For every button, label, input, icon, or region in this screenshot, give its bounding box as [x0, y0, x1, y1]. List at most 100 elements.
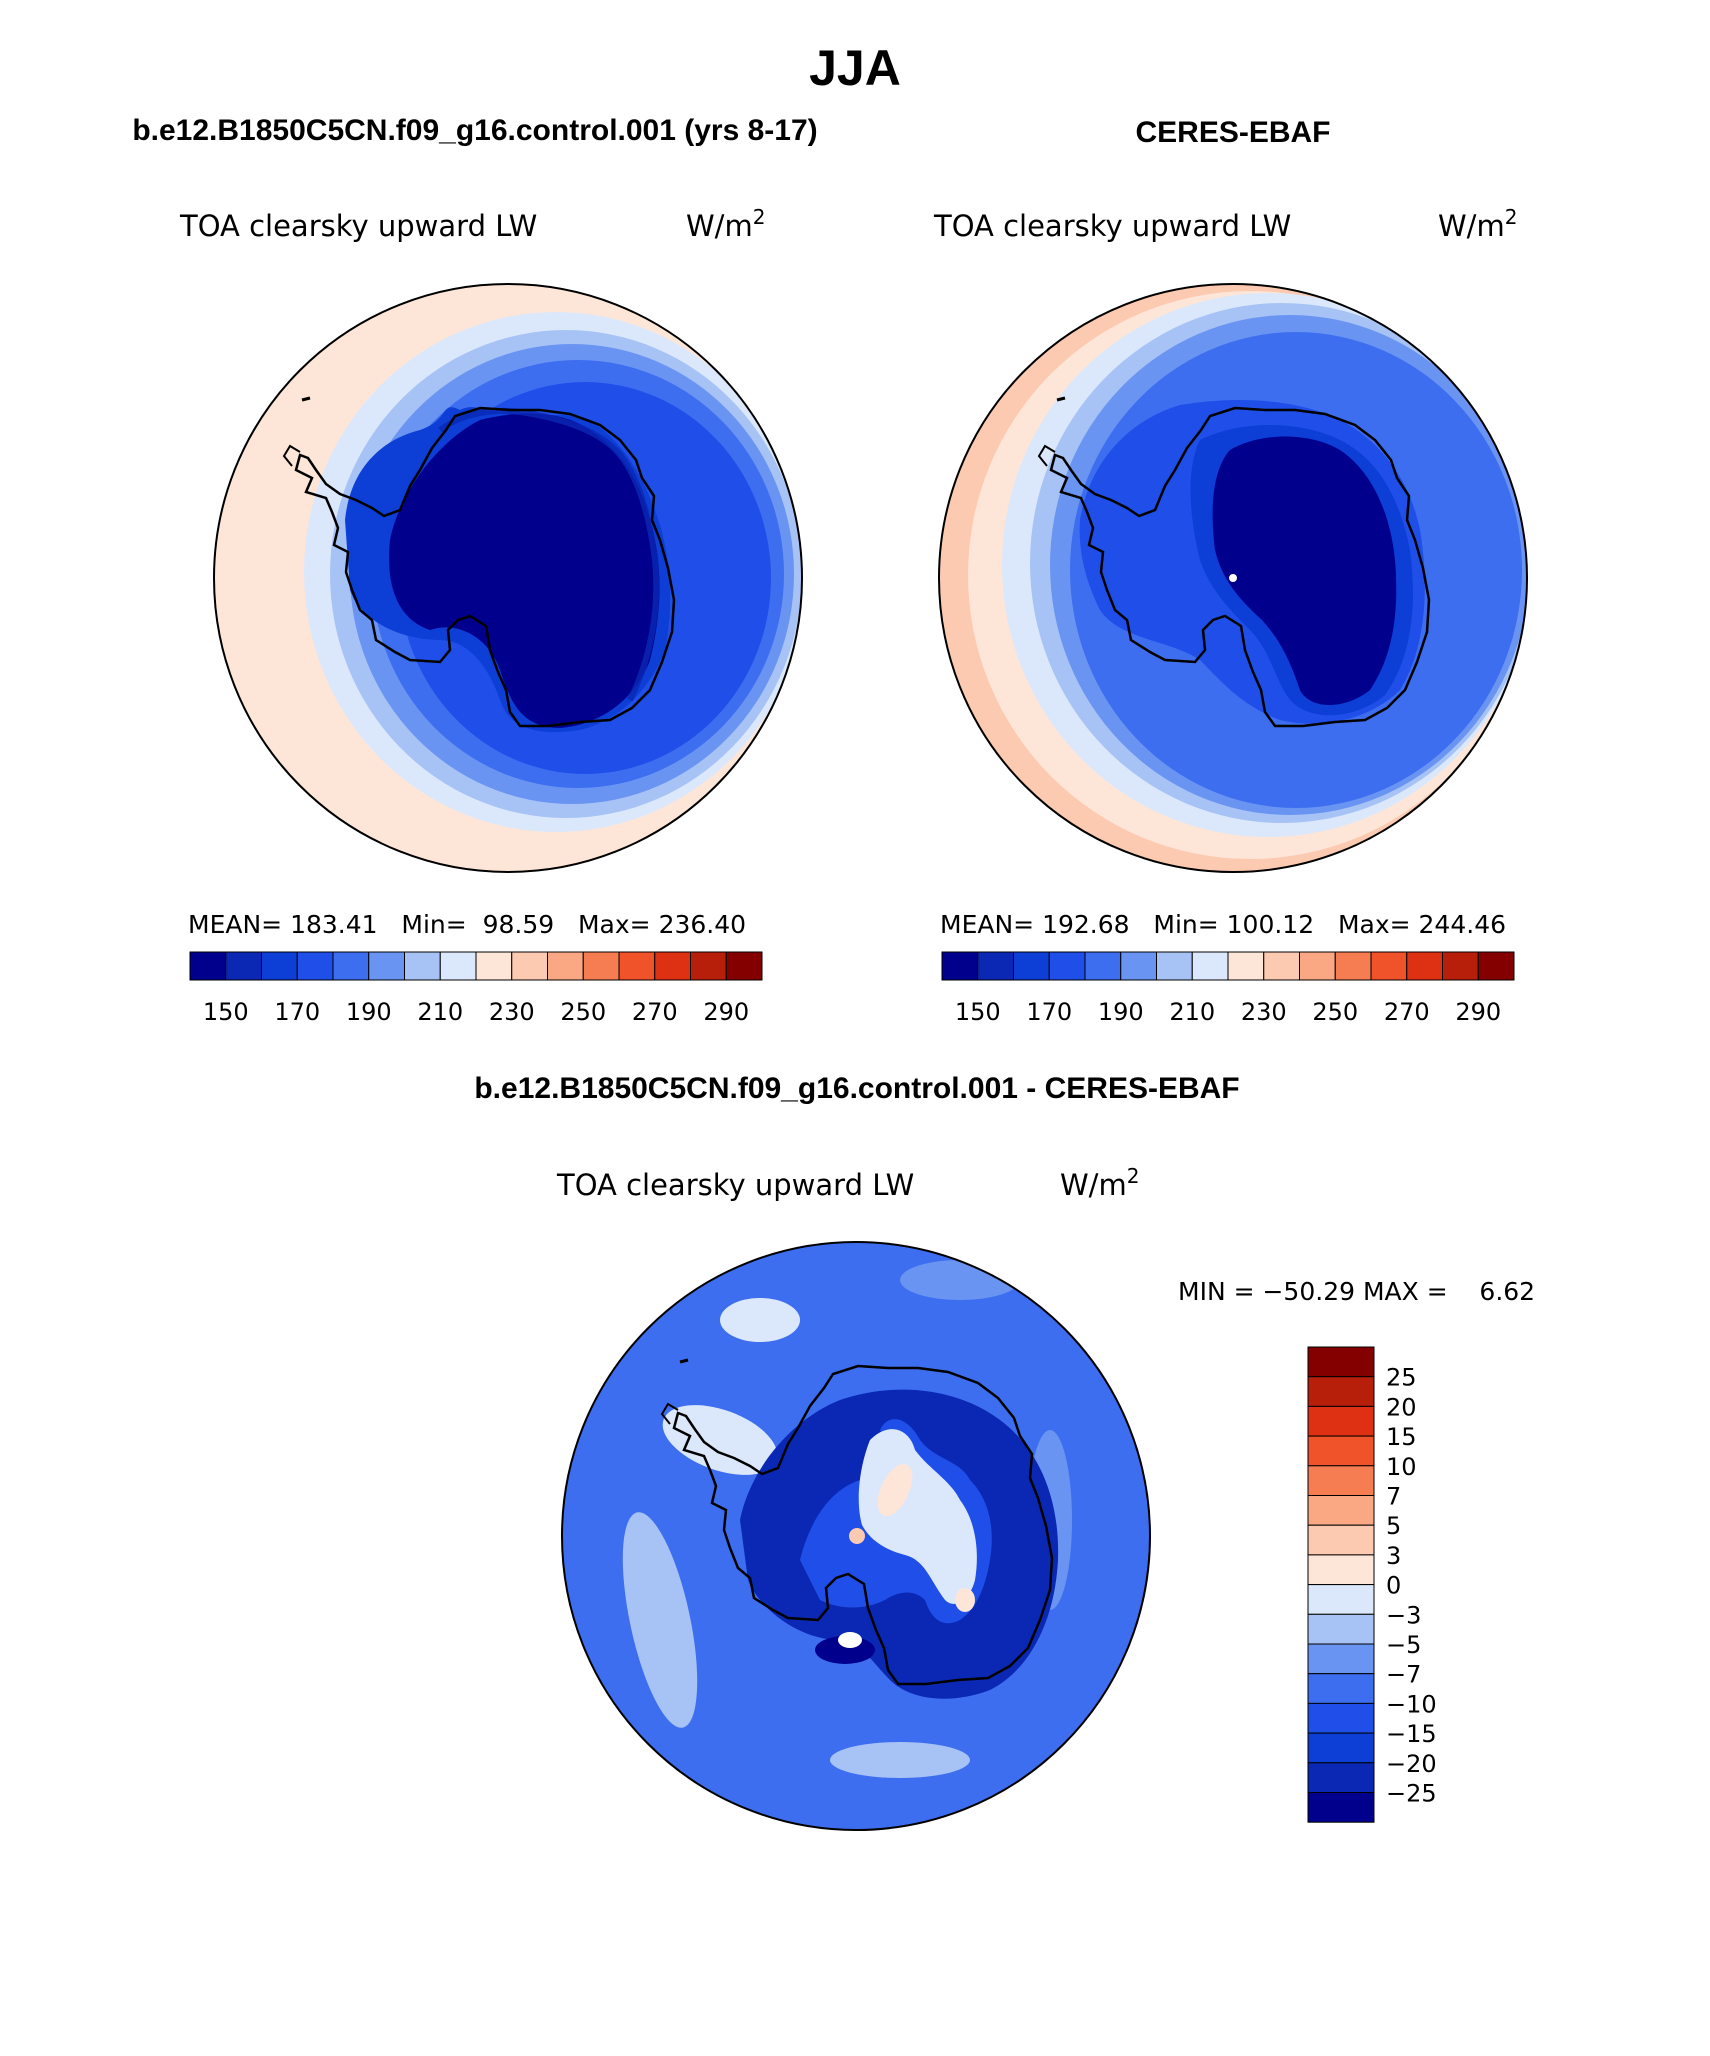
model-case-title: b.e12.B1850C5CN.f09_g16.control.001 (yrs… [132, 114, 817, 147]
model-colorbar-box-12 [618, 951, 656, 981]
diff-colorbar-tick-label: 10 [1386, 1453, 1417, 1481]
model-colorbar-tick-label: 210 [417, 998, 463, 1026]
model-colorbar-tick-label: 270 [632, 998, 678, 1026]
model-colorbar: 150 170 190 210 230 250 270 290 [189, 951, 763, 1026]
model-colorbar-box-3 [296, 951, 334, 981]
diff-colorbar-tick-label: 15 [1386, 1423, 1417, 1451]
obs-colorbar-box-4 [1084, 951, 1122, 981]
obs-colorbar-box-15 [1477, 951, 1515, 981]
obs-map-boundary [938, 283, 1528, 873]
diff-colorbar-box-1 [1307, 1376, 1375, 1407]
diff-colorbar-box-3 [1307, 1435, 1375, 1467]
obs-colorbar-box-6 [1156, 951, 1193, 981]
diff-colorbar-tick-label: 25 [1386, 1364, 1417, 1392]
diff-colorbar-box-5 [1307, 1495, 1375, 1526]
obs-colorbar-box-7 [1191, 951, 1229, 981]
model-colorbar-box-7 [439, 951, 477, 981]
obs-colorbar-tick-label: 270 [1384, 998, 1430, 1026]
diff-map-boundary [561, 1241, 1151, 1831]
obs-stats: MEAN= 192.68 Min= 100.12 Max= 244.46 [940, 910, 1506, 939]
obs-colorbar-tick-label: 150 [955, 998, 1001, 1026]
diff-colorbar-box-14 [1307, 1762, 1375, 1794]
model-colorbar-tick-label: 150 [203, 998, 249, 1026]
diff-colorbar-tick-label: −25 [1386, 1780, 1437, 1808]
diff-stats: MIN = −50.29 MAX = 6.62 [1178, 1277, 1535, 1306]
model-colorbar-tick-label: 190 [346, 998, 392, 1026]
model-colorbar-box-14 [690, 951, 727, 981]
obs-colorbar-tick-label: 190 [1098, 998, 1144, 1026]
obs-colorbar-tick-label: 290 [1455, 998, 1501, 1026]
diff-colorbar-box-8 [1307, 1584, 1375, 1615]
diff-units-label: W/m2 [1060, 1164, 1139, 1202]
model-colorbar-box-9 [511, 951, 548, 981]
obs-colorbar-box-14 [1442, 951, 1479, 981]
obs-colorbar-tick-label: 170 [1026, 998, 1072, 1026]
model-colorbar-box-15 [725, 951, 763, 981]
diff-colorbar-box-7 [1307, 1554, 1375, 1586]
diff-colorbar-tick-label: −7 [1386, 1661, 1421, 1689]
model-map [214, 284, 802, 872]
model-colorbar-box-6 [404, 951, 441, 981]
obs-colorbar: 150 170 190 210 230 250 270 290 [941, 951, 1515, 1026]
diff-colorbar-tick-label: 20 [1386, 1393, 1417, 1421]
diff-colorbar-box-15 [1307, 1792, 1375, 1823]
obs-colorbar-box-10 [1299, 951, 1336, 981]
obs-colorbar-tick-label: 210 [1169, 998, 1215, 1026]
model-stats: MEAN= 183.41 Min= 98.59 Max= 236.40 [188, 910, 746, 939]
diff-colorbar-box-0 [1307, 1346, 1375, 1378]
diff-colorbar-box-4 [1307, 1465, 1375, 1497]
obs-colorbar-box-8 [1227, 951, 1265, 981]
obs-map [939, 284, 1527, 872]
obs-colorbar-tick-label: 230 [1241, 998, 1287, 1026]
model-colorbar-tick-label: 250 [560, 998, 606, 1026]
diff-colorbar-box-12 [1307, 1702, 1375, 1734]
diff-colorbar-box-13 [1307, 1732, 1375, 1764]
diff-colorbar-tick-label: 3 [1386, 1542, 1401, 1570]
diff-colorbar-box-11 [1307, 1673, 1375, 1704]
diff-colorbar-tick-label: 5 [1386, 1512, 1401, 1540]
model-colorbar-box-0 [189, 951, 227, 981]
obs-colorbar-box-0 [941, 951, 979, 981]
obs-variable-label: TOA clearsky upward LW [933, 209, 1291, 243]
diff-colorbar-tick-label: 0 [1386, 1572, 1401, 1600]
obs-colorbar-box-2 [1013, 951, 1050, 981]
model-colorbar-box-13 [654, 951, 691, 981]
obs-colorbar-box-13 [1406, 951, 1443, 981]
diff-variable-label: TOA clearsky upward LW [556, 1168, 914, 1202]
model-colorbar-box-5 [368, 951, 405, 981]
model-colorbar-box-2 [261, 951, 298, 981]
model-colorbar-tick-label: 230 [489, 998, 535, 1026]
diff-colorbar-tick-label: −10 [1386, 1690, 1437, 1718]
main-title: JJA [809, 40, 901, 96]
model-colorbar-box-1 [225, 951, 262, 981]
diff-colorbar-tick-label: −3 [1386, 1601, 1421, 1629]
model-units-label: W/m2 [686, 205, 765, 243]
model-colorbar-box-4 [332, 951, 370, 981]
diff-map [562, 1242, 1150, 1830]
obs-units-label: W/m2 [1438, 205, 1517, 243]
diff-colorbar-box-10 [1307, 1643, 1375, 1675]
obs-colorbar-box-5 [1120, 951, 1157, 981]
diff-case-title: b.e12.B1850C5CN.f09_g16.control.001 - CE… [474, 1072, 1239, 1105]
diff-colorbar-tick-label: −20 [1386, 1750, 1437, 1778]
model-colorbar-tick-label: 170 [274, 998, 320, 1026]
model-variable-label: TOA clearsky upward LW [179, 209, 537, 243]
model-colorbar-box-8 [475, 951, 513, 981]
obs-colorbar-tick-label: 250 [1312, 998, 1358, 1026]
diff-colorbar-tick-label: −5 [1386, 1631, 1421, 1659]
obs-colorbar-box-11 [1334, 951, 1372, 981]
diff-colorbar-box-2 [1307, 1405, 1375, 1437]
diff-colorbar-box-6 [1307, 1524, 1375, 1556]
obs-case-title: CERES-EBAF [1135, 116, 1330, 149]
diff-colorbar-box-9 [1307, 1613, 1375, 1645]
diff-colorbar-tick-label: −15 [1386, 1720, 1437, 1748]
obs-colorbar-box-1 [977, 951, 1014, 981]
model-colorbar-box-11 [582, 951, 620, 981]
model-colorbar-tick-label: 290 [703, 998, 749, 1026]
diff-colorbar-tick-label: 7 [1386, 1483, 1401, 1511]
model-colorbar-box-10 [547, 951, 584, 981]
obs-colorbar-box-12 [1370, 951, 1408, 981]
obs-colorbar-box-9 [1263, 951, 1300, 981]
